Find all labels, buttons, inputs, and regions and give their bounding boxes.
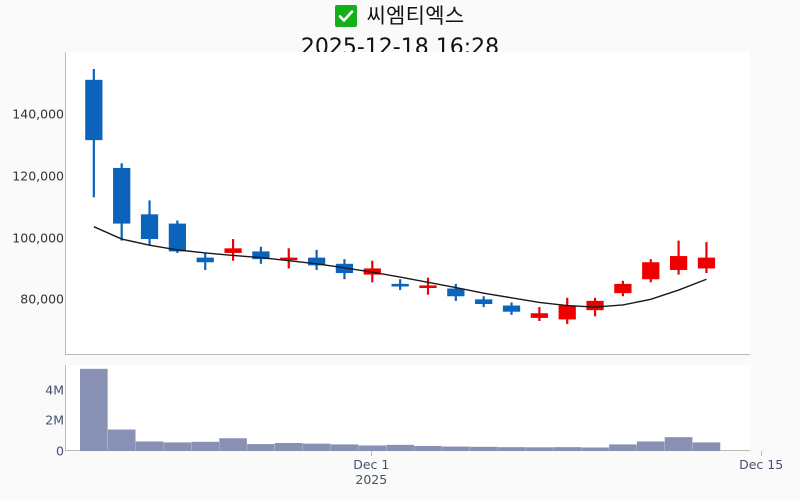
volume-chart-panel[interactable]: [65, 365, 750, 451]
candlestick-series: [85, 69, 716, 325]
volume-bar[interactable]: [330, 444, 359, 451]
volume-bar[interactable]: [80, 368, 108, 451]
volume-bar[interactable]: [302, 443, 331, 451]
candle-body[interactable]: [475, 299, 493, 304]
volume-bar[interactable]: [469, 446, 498, 451]
candle-body[interactable]: [642, 262, 660, 280]
candle-body[interactable]: [502, 305, 521, 312]
volume-bar[interactable]: [525, 447, 554, 451]
volume-tick-label: 2M: [45, 412, 64, 428]
price-tick-label: 80,000: [20, 291, 64, 307]
candle-body[interactable]: [391, 283, 409, 287]
volume-bar[interactable]: [163, 442, 192, 451]
candle-body[interactable]: [669, 256, 688, 270]
green-check-icon: [335, 5, 358, 27]
candle-body[interactable]: [614, 283, 632, 294]
volume-bar[interactable]: [414, 445, 442, 451]
candle-body[interactable]: [196, 257, 214, 263]
date-axis-label-primary: Dec 15: [739, 457, 784, 472]
date-axis-tick: [371, 451, 373, 456]
candle-body[interactable]: [280, 257, 298, 261]
volume-bar[interactable]: [442, 446, 470, 451]
volume-bar[interactable]: [247, 444, 275, 451]
candle-wick: [705, 242, 708, 274]
volume-bar[interactable]: [553, 447, 582, 451]
price-tick-label: 140,000: [12, 106, 64, 122]
chart-header: 씨엠티엑스 2025-12-18 16:28: [0, 0, 800, 59]
volume-bar[interactable]: [107, 429, 136, 452]
volume-bar[interactable]: [191, 441, 220, 451]
volume-tick-label: 4M: [45, 382, 64, 398]
date-axis-label: Dec 15: [739, 457, 783, 472]
candle-body[interactable]: [558, 305, 576, 320]
date-axis-label-year: 2025: [355, 472, 388, 487]
candle-body[interactable]: [530, 313, 548, 318]
volume-bar[interactable]: [274, 443, 303, 451]
price-axis-labels: 140,000 120,000 100,000 80,000 4M 2M 0: [0, 0, 64, 500]
candle-body[interactable]: [252, 251, 270, 260]
moving-average-line: [93, 226, 707, 308]
volume-bar[interactable]: [135, 441, 164, 451]
price-tick-label: 120,000: [12, 168, 64, 184]
volume-bar[interactable]: [692, 442, 721, 451]
volume-bar-series: [80, 368, 721, 452]
volume-bar[interactable]: [636, 441, 665, 451]
volume-bar[interactable]: [219, 438, 247, 451]
volume-bar[interactable]: [581, 447, 609, 451]
price-chart-panel[interactable]: [65, 52, 750, 355]
candle-body[interactable]: [113, 167, 131, 224]
candle-body[interactable]: [168, 223, 187, 252]
volume-bar[interactable]: [358, 445, 387, 451]
price-tick-label: 100,000: [12, 230, 64, 245]
date-axis-label-primary: Dec 1: [353, 457, 390, 472]
title-row: 씨엠티엑스: [0, 2, 800, 30]
candle-body[interactable]: [586, 300, 604, 311]
page-title: 씨엠티엑스: [366, 3, 465, 28]
candle-body[interactable]: [224, 248, 242, 253]
candle-body[interactable]: [697, 257, 716, 269]
volume-bar[interactable]: [497, 447, 526, 451]
volume-bar[interactable]: [609, 444, 637, 451]
volume-tick-label: 0: [56, 443, 64, 459]
candle-body[interactable]: [447, 288, 465, 297]
candle-body[interactable]: [419, 285, 437, 289]
date-axis-tick: [761, 451, 763, 456]
date-axis-label: Dec 1 2025: [353, 457, 389, 487]
volume-bar[interactable]: [664, 437, 693, 451]
volume-bar[interactable]: [386, 444, 414, 451]
candle-body[interactable]: [140, 214, 159, 240]
candle-body[interactable]: [307, 257, 326, 266]
candle-body[interactable]: [85, 79, 103, 141]
